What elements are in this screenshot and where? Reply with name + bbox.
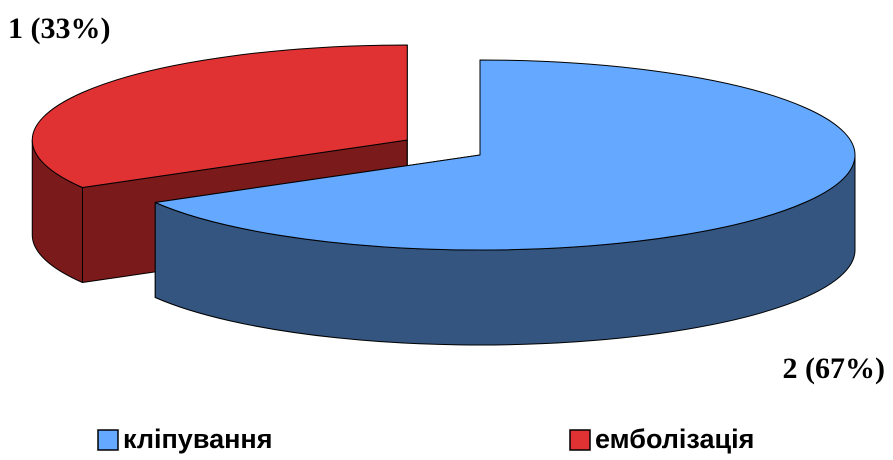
legend-label: кліпування	[123, 424, 272, 454]
data-label: 1 (33%)	[8, 12, 110, 45]
legend-swatch	[97, 429, 119, 451]
slice-top	[154, 59, 856, 251]
slice-top	[31, 44, 408, 188]
legend-swatch	[569, 429, 591, 451]
data-label: 2 (67%)	[783, 352, 885, 385]
legend-label: емболізація	[595, 424, 754, 454]
